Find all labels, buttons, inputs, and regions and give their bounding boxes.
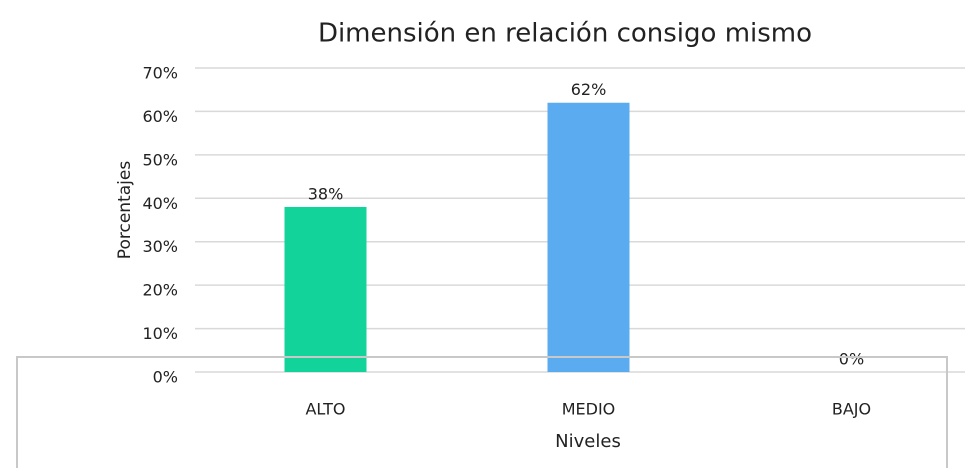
plot-frame: [16, 356, 948, 468]
y-tick-label: 0%: [153, 368, 178, 387]
x-axis-label: Niveles: [555, 431, 621, 452]
y-tick-label: 60%: [142, 107, 178, 126]
y-tick-label: 30%: [142, 237, 178, 256]
chart-title: Dimensión en relación consigo mismo: [318, 19, 812, 49]
x-tick-label: BAJO: [832, 400, 871, 419]
y-tick-label: 40%: [142, 194, 178, 213]
data-label: 0%: [839, 350, 864, 369]
bar: [284, 206, 367, 372]
data-label: 38%: [308, 184, 344, 203]
bar: [547, 102, 630, 372]
x-tick-label: MEDIO: [562, 400, 616, 419]
y-tick-label: 20%: [142, 281, 178, 300]
x-tick-label: ALTO: [305, 400, 345, 419]
data-label: 62%: [571, 80, 607, 99]
y-tick-label: 10%: [142, 324, 178, 343]
y-axis-label: Porcentajes: [115, 161, 135, 260]
y-tick-label: 50%: [142, 150, 178, 169]
y-tick-label: 70%: [142, 64, 178, 83]
